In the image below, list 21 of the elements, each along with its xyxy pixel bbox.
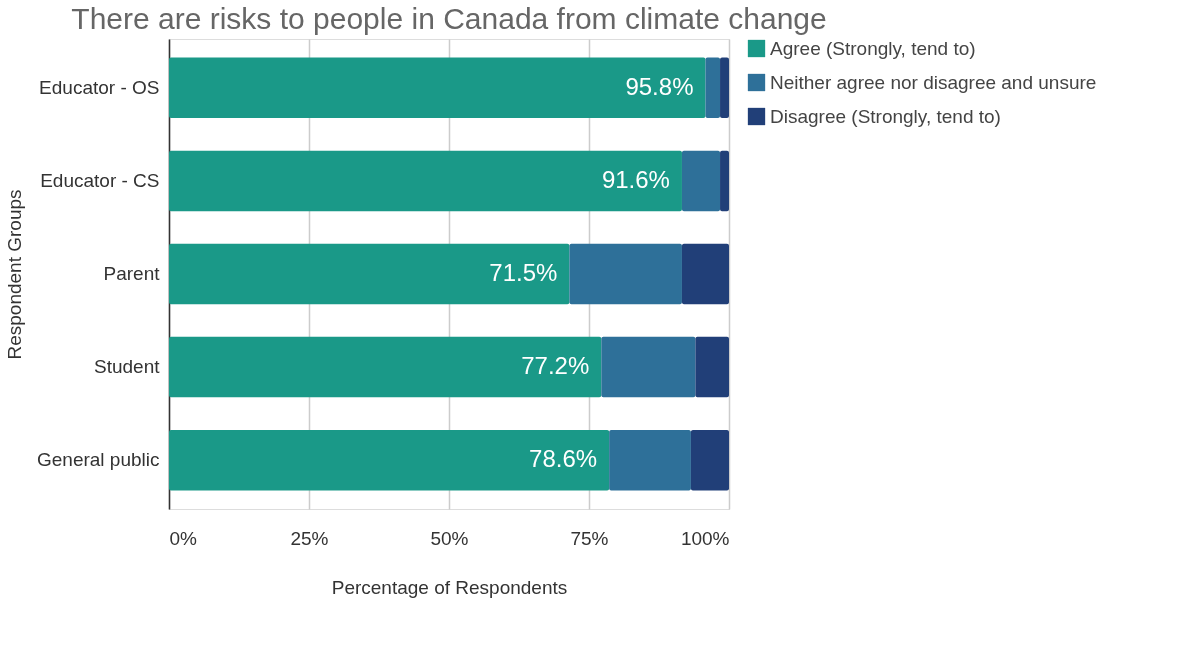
x-tick-label: 25% [290, 527, 329, 549]
y-tick-label: Educator - OS [39, 76, 160, 98]
data-label: 95.8% [625, 72, 694, 100]
legend-label: Disagree (Strongly, tend to) [770, 105, 1001, 127]
x-axis-title: Percentage of Respondents [331, 576, 568, 598]
legend-label: Neither agree nor disagree and unsure [770, 71, 1097, 93]
y-tick-label: Educator - CS [40, 169, 160, 191]
y-tick-label: General public [36, 449, 160, 471]
y-axis-title: Respondent Groups [3, 189, 25, 360]
y-tick-label: Parent [103, 263, 161, 284]
data-label: 77.2% [521, 352, 590, 380]
x-tick-label: 0% [169, 527, 198, 549]
legend-label: Agree (Strongly, tend to) [770, 37, 976, 59]
data-label: 71.5% [489, 259, 558, 286]
data-label: 78.6% [529, 445, 598, 473]
chart-title: There are risks to people in Canada from climate change [71, 2, 827, 35]
data-label: 91.6% [601, 165, 670, 193]
x-tick-label: 100% [680, 527, 730, 549]
y-tick-label: Student [94, 356, 161, 378]
x-tick-label: 50% [430, 527, 469, 549]
x-tick-label: 75% [570, 527, 609, 549]
